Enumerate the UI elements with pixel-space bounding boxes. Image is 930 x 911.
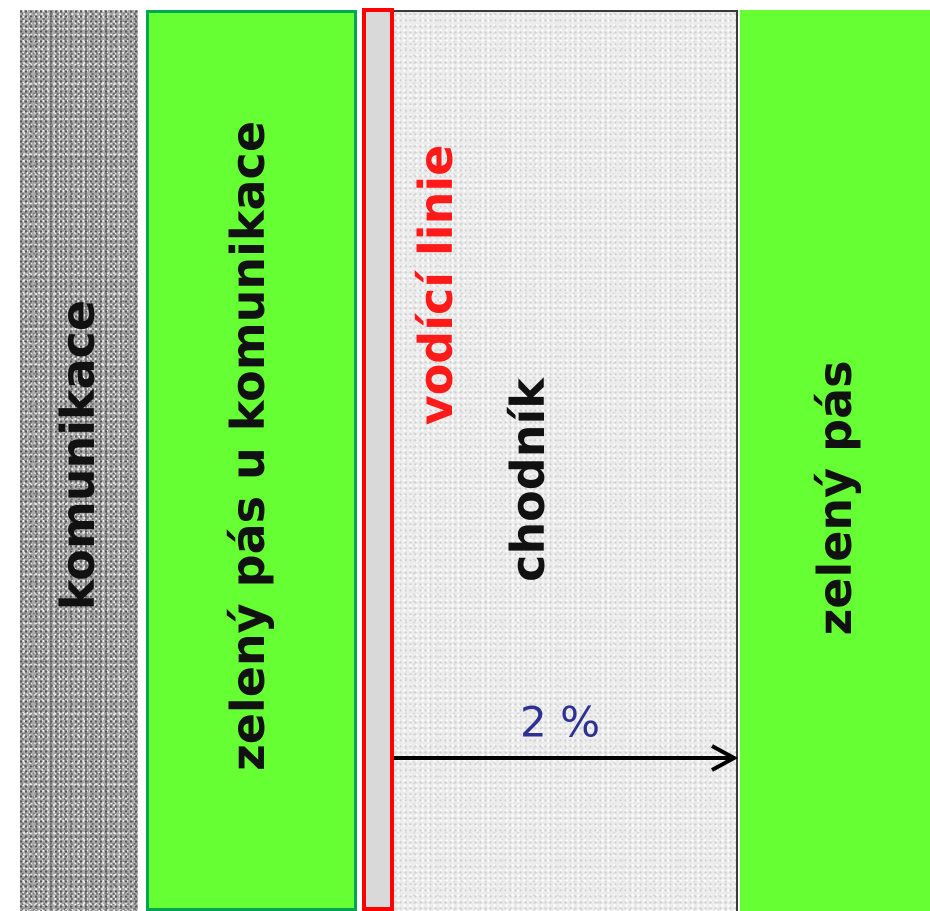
green-strip-by-road-zone (146, 10, 357, 911)
green-strip-zone (740, 10, 930, 911)
slope-label: 2 % (520, 697, 600, 747)
green-strip-label: zelený pás (808, 360, 862, 636)
green-strip-by-road-label: zelený pás u komunikace (221, 120, 275, 772)
sidewalk-zone (394, 10, 738, 911)
slope-arrow-head (711, 744, 738, 772)
guide-line-zone (362, 8, 394, 911)
sidewalk-label: chodník (501, 378, 555, 582)
guide-line-label: vodící linie (409, 144, 463, 426)
road-zone (20, 10, 138, 911)
slope-arrow (394, 744, 738, 772)
road-label: komunikace (51, 299, 105, 611)
